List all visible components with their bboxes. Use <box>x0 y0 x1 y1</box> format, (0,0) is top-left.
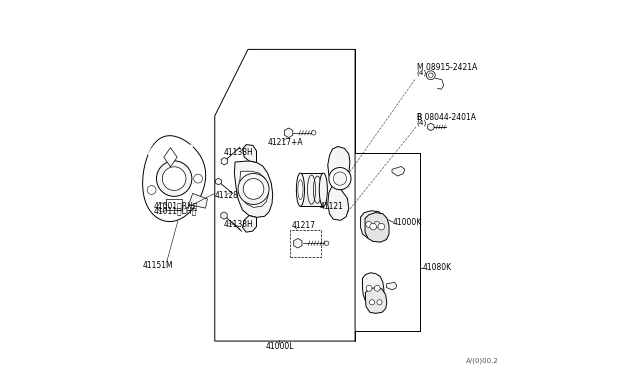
Polygon shape <box>189 193 207 208</box>
Circle shape <box>378 223 385 230</box>
Text: (4): (4) <box>417 69 427 76</box>
Text: 41217: 41217 <box>291 221 316 230</box>
Polygon shape <box>362 273 384 305</box>
Polygon shape <box>239 171 268 208</box>
Circle shape <box>156 161 192 196</box>
Text: 41011〈LH〉: 41011〈LH〉 <box>154 206 197 216</box>
Bar <box>166 199 182 210</box>
Bar <box>300 173 323 206</box>
Polygon shape <box>328 147 350 220</box>
Text: 41001〈RH〉: 41001〈RH〉 <box>154 202 198 211</box>
Circle shape <box>163 167 186 190</box>
Circle shape <box>157 203 166 212</box>
Circle shape <box>194 174 203 183</box>
Circle shape <box>374 221 380 227</box>
Polygon shape <box>164 148 177 167</box>
Circle shape <box>370 223 376 230</box>
Text: 41080K: 41080K <box>422 263 452 272</box>
Polygon shape <box>216 178 221 185</box>
Circle shape <box>329 167 351 190</box>
Polygon shape <box>221 158 228 165</box>
Circle shape <box>374 285 380 291</box>
Text: 41217+A: 41217+A <box>268 138 303 147</box>
Polygon shape <box>365 288 387 313</box>
Text: 41121: 41121 <box>319 202 343 211</box>
Circle shape <box>366 285 372 291</box>
Text: 41000L: 41000L <box>265 343 294 352</box>
Text: 41151M: 41151M <box>143 261 173 270</box>
Circle shape <box>243 179 264 199</box>
Circle shape <box>147 186 156 195</box>
Polygon shape <box>365 212 389 242</box>
Circle shape <box>324 241 329 246</box>
Circle shape <box>369 300 374 305</box>
Polygon shape <box>284 128 292 138</box>
Ellipse shape <box>319 173 328 206</box>
Circle shape <box>238 173 269 205</box>
Text: B 08044-2401A: B 08044-2401A <box>417 113 476 122</box>
Polygon shape <box>234 161 273 217</box>
Polygon shape <box>428 123 434 131</box>
Circle shape <box>429 73 433 77</box>
Text: 41138H: 41138H <box>224 219 253 228</box>
Text: (4): (4) <box>417 120 427 126</box>
Ellipse shape <box>296 173 305 206</box>
Circle shape <box>377 300 382 305</box>
Circle shape <box>426 71 435 80</box>
Polygon shape <box>243 145 257 162</box>
Text: 41138H: 41138H <box>224 148 253 157</box>
Polygon shape <box>387 282 397 290</box>
Polygon shape <box>221 212 227 219</box>
Text: 41000K: 41000K <box>393 218 422 227</box>
Polygon shape <box>392 166 405 176</box>
Text: A/(0)00.2: A/(0)00.2 <box>467 357 499 363</box>
Circle shape <box>333 172 347 185</box>
Text: B: B <box>417 113 422 122</box>
Text: 41128: 41128 <box>215 191 239 200</box>
Polygon shape <box>294 238 302 248</box>
Text: M 08915-2421A: M 08915-2421A <box>417 62 477 72</box>
Polygon shape <box>360 211 385 238</box>
Polygon shape <box>243 215 257 232</box>
Polygon shape <box>148 138 196 154</box>
Circle shape <box>366 221 372 227</box>
Circle shape <box>312 131 316 135</box>
